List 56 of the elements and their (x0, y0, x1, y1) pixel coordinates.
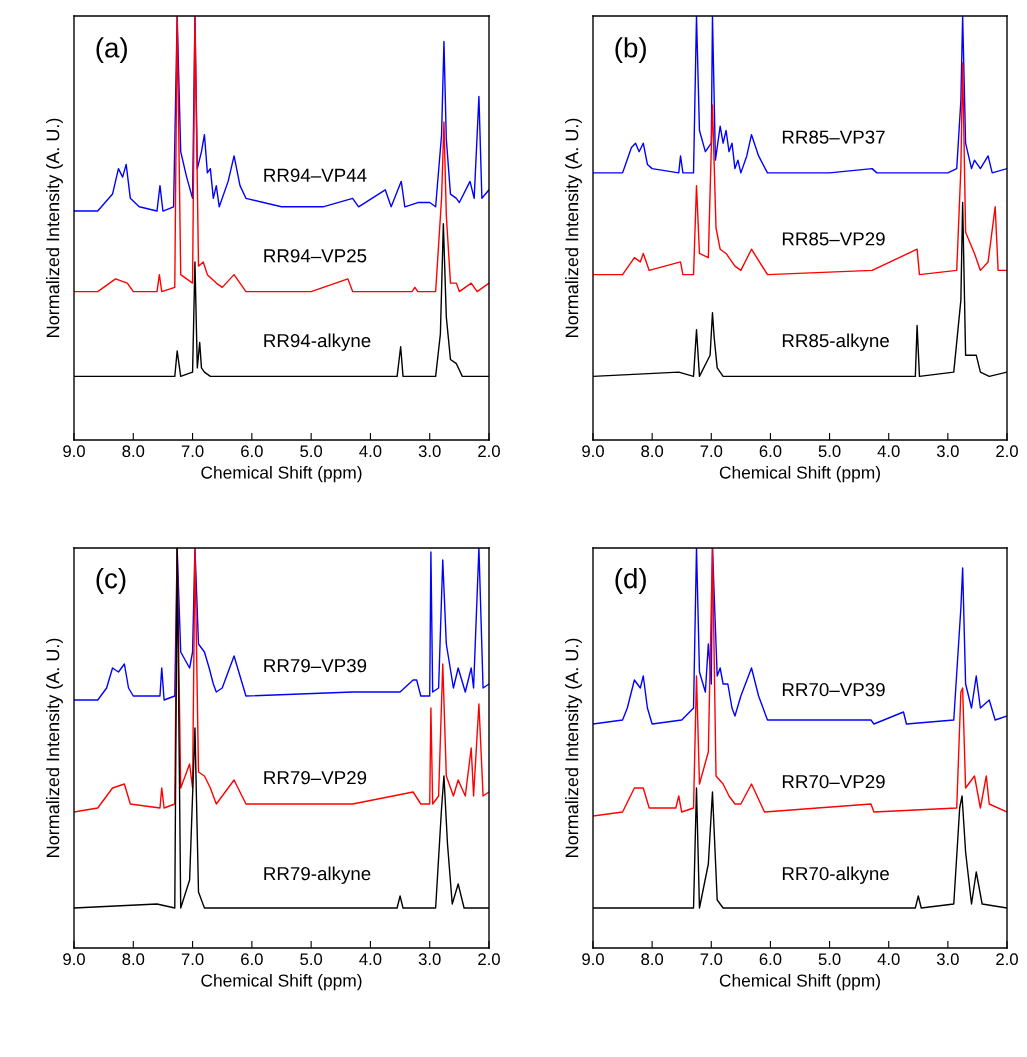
annotation: (d) (615, 568, 646, 594)
x-tick-label: 2.0 (996, 953, 1018, 966)
x-tick-label: 4.0 (877, 953, 900, 966)
x-tick-label: 2.0 (996, 445, 1018, 458)
series-label: RR70–VP39 (782, 683, 885, 697)
x-axis-title: Chemical Shift (ppm) (719, 465, 880, 483)
series-label: RR70–VP29 (782, 775, 885, 789)
x-tick-label: 6.0 (759, 953, 782, 966)
x-tick-label: 8.0 (641, 445, 664, 458)
x-tick-label: 6.0 (759, 445, 782, 458)
x-tick-label: 9.0 (63, 953, 85, 966)
x-tick-label: 6.0 (241, 445, 263, 458)
x-tick-label: 5.0 (300, 953, 323, 966)
x-tick-label: 4.0 (359, 445, 382, 458)
x-tick-label: 2.0 (478, 445, 500, 458)
y-axis-title: Normalized Intensity (A. U.) (46, 638, 63, 857)
annotation: (c) (96, 568, 126, 594)
x-tick-label: 6.0 (241, 953, 263, 966)
x-axis-title: Chemical Shift (ppm) (719, 973, 880, 991)
x-tick-label: 7.0 (181, 445, 204, 458)
x-tick-label: 9.0 (63, 445, 85, 458)
annotation: (b) (615, 37, 646, 64)
series-label: RR70-alkyne (782, 866, 889, 884)
x-tick-label: 3.0 (418, 953, 441, 966)
x-axis-title: Chemical Shift (ppm) (201, 973, 362, 991)
x-tick-label: 2.0 (478, 953, 500, 966)
x-tick-label: 3.0 (418, 445, 441, 458)
y-axis-title: Normalized Intensity (A. U.) (46, 118, 63, 337)
x-tick-label: 5.0 (818, 445, 841, 458)
x-tick-label: 7.0 (181, 953, 204, 966)
x-tick-label: 5.0 (300, 445, 323, 458)
series-label: RR94–VP44 (264, 168, 367, 182)
annotation: (a) (96, 37, 127, 64)
series-label: RR85-alkyne (782, 333, 889, 351)
series-label: RR94–VP25 (264, 249, 367, 263)
x-tick-label: 9.0 (582, 953, 604, 966)
y-axis-title: Normalized Intensity (A. U.) (565, 118, 582, 337)
x-tick-label: 7.0 (700, 445, 723, 458)
x-axis-title: Chemical Shift (ppm) (201, 465, 362, 483)
series-label: RR79–VP29 (264, 771, 367, 785)
series-label: RR79–VP39 (264, 659, 367, 673)
x-tick-label: 5.0 (818, 953, 841, 966)
x-tick-label: 8.0 (641, 953, 664, 966)
x-tick-label: 7.0 (700, 953, 723, 966)
series-label: RR85–VP37 (782, 130, 885, 144)
series-label: RR85–VP29 (782, 232, 885, 246)
x-tick-label: 3.0 (936, 445, 959, 458)
x-tick-label: 4.0 (359, 953, 382, 966)
y-axis-title: Normalized Intensity (A. U.) (565, 638, 582, 857)
x-tick-label: 4.0 (877, 445, 900, 458)
x-tick-label: 8.0 (122, 953, 145, 966)
series-label: RR79-alkyne (264, 866, 371, 884)
x-tick-label: 9.0 (582, 445, 604, 458)
series-label: RR94-alkyne (264, 333, 371, 351)
x-tick-label: 3.0 (936, 953, 959, 966)
x-tick-label: 8.0 (122, 445, 145, 458)
